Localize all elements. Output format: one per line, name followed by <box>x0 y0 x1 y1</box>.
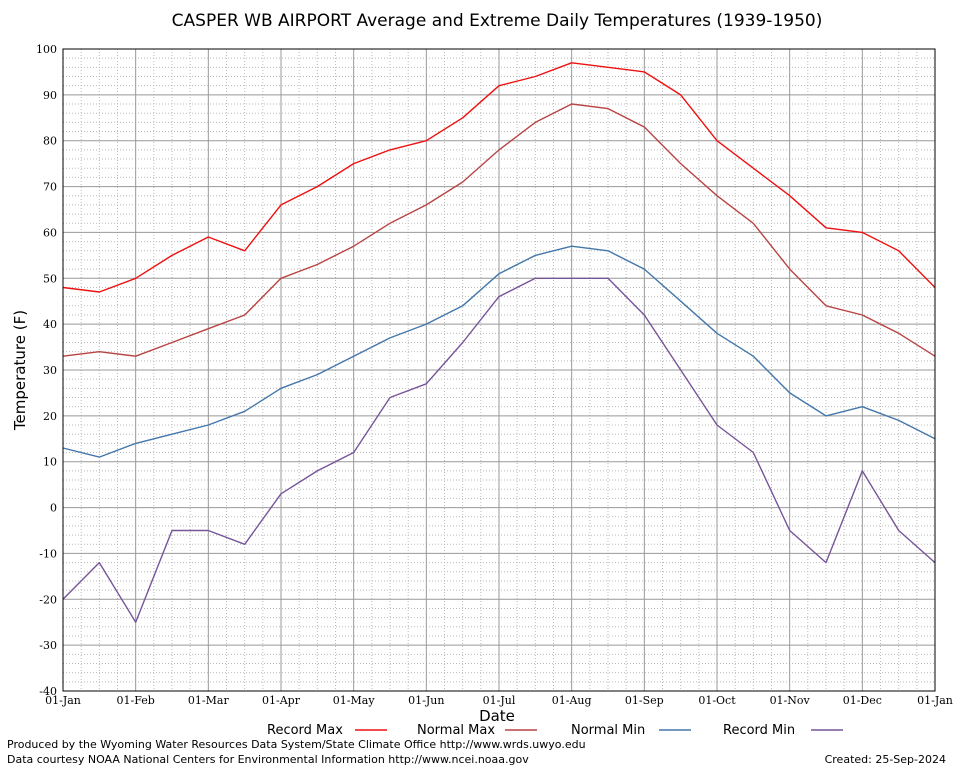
series-line-record-max <box>62 62 936 293</box>
y-tick-label: 100 <box>36 43 57 56</box>
y-tick-label: 20 <box>43 410 57 423</box>
x-ticks: 01-Jan 01-Feb 01-Mar 01-Apr 01-May 01-Jun 01-J… <box>45 694 953 707</box>
y-tick-label: 30 <box>43 364 57 377</box>
legend-label: Normal Min <box>571 723 645 738</box>
y-tick-label: 90 <box>43 89 57 102</box>
legend-label: Record Max <box>267 723 343 738</box>
x-tick-label: 01-Sep <box>625 694 664 707</box>
footer-created: Created: 25-Sep-2024 <box>825 753 946 766</box>
y-tick-label: 80 <box>43 135 57 148</box>
x-tick-label: 01-Aug <box>552 694 592 707</box>
x-tick-label: 01-May <box>333 694 376 707</box>
y-tick-label: 60 <box>43 226 57 239</box>
series-line-record-min <box>62 277 936 623</box>
y-tick-label: 10 <box>43 456 57 469</box>
y-tick-label: 70 <box>43 181 57 194</box>
x-tick-label: 01-Mar <box>188 694 230 707</box>
x-tick-label: 01-Nov <box>770 694 811 707</box>
series-line-normal-min <box>62 245 936 458</box>
x-tick-label: 01-Dec <box>843 694 882 707</box>
series-layer <box>62 62 936 623</box>
y-axis-label: Temperature (F) <box>11 310 29 431</box>
y-tick-label: -10 <box>39 547 57 560</box>
x-tick-label: 01-Feb <box>117 694 155 707</box>
x-tick-label: 01-Oct <box>698 694 736 707</box>
footer-courtesy: Data courtesy NOAA National Centers for … <box>7 753 529 766</box>
x-axis-label: Date <box>479 707 515 725</box>
chart-title: CASPER WB AIRPORT Average and Extreme Da… <box>172 11 823 31</box>
legend-label: Normal Max <box>417 723 495 738</box>
y-tick-label: 40 <box>43 318 57 331</box>
x-tick-label: 01-Jul <box>483 694 516 707</box>
legend: Record Max Normal Max Normal Min Record Min <box>267 723 843 738</box>
x-tick-label: 01-Jan <box>45 694 81 707</box>
legend-label: Record Min <box>723 723 795 738</box>
y-tick-label: 0 <box>50 502 57 515</box>
series-line-normal-max <box>62 103 936 357</box>
footer-produced: Produced by the Wyoming Water Resources … <box>7 738 586 751</box>
y-tick-label: 50 <box>43 272 57 285</box>
plot-frame <box>62 48 936 692</box>
y-tick-label: -40 <box>39 685 57 698</box>
x-tick-label: 01-Apr <box>262 694 301 707</box>
y-tick-label: -20 <box>39 593 57 606</box>
y-tick-label: -30 <box>39 639 57 652</box>
x-tick-label: 01-Jan <box>917 694 953 707</box>
x-tick-label: 01-Jun <box>408 694 444 707</box>
